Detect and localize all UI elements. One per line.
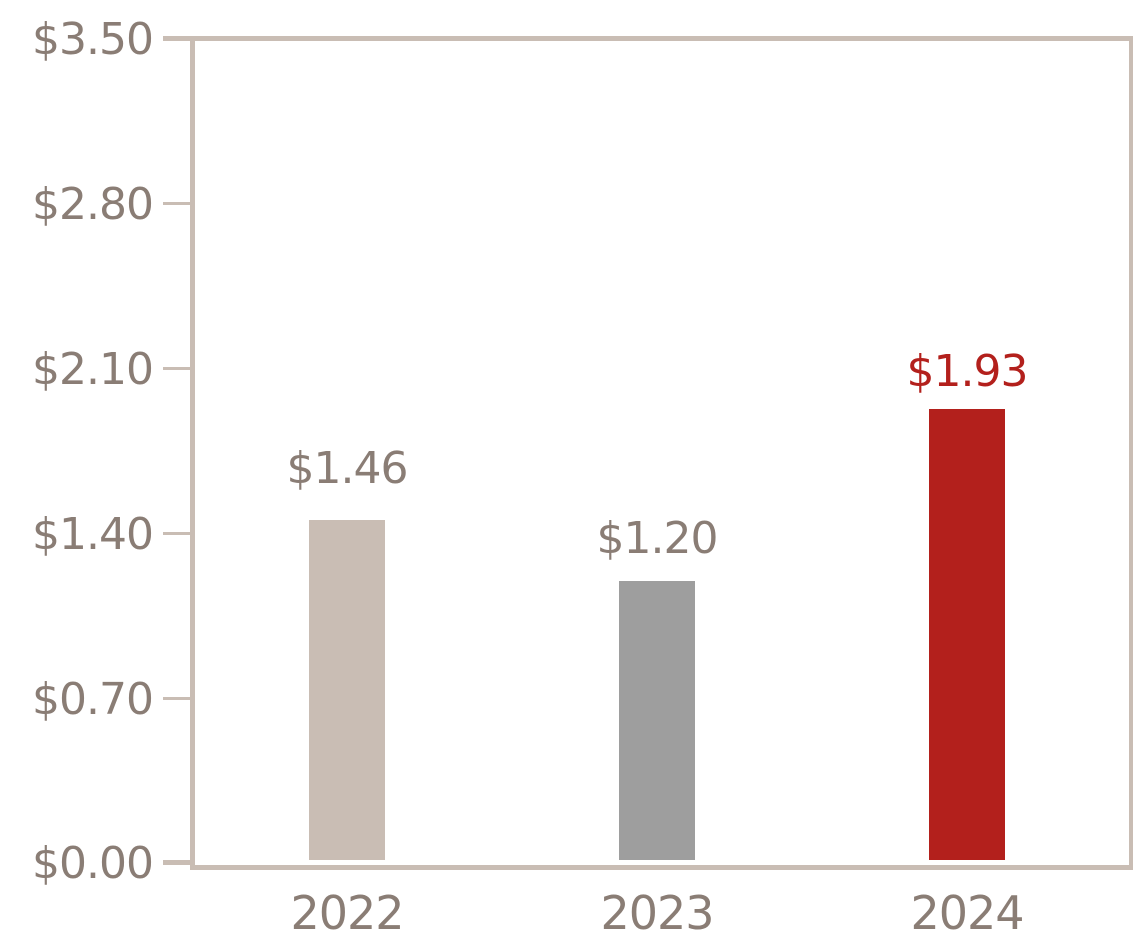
x-axis-label-2022: 2022 xyxy=(290,886,404,940)
y-axis-label: $0.00 xyxy=(32,838,154,889)
plot-frame xyxy=(190,36,1133,870)
bar-2022 xyxy=(309,520,385,860)
value-label-2024: $1.93 xyxy=(906,346,1029,397)
y-tick xyxy=(163,202,193,205)
y-axis-label: $2.80 xyxy=(32,179,154,230)
value-label-2023: $1.20 xyxy=(596,513,719,564)
y-tick xyxy=(163,697,193,700)
y-tick xyxy=(163,367,193,370)
x-axis-label-2024: 2024 xyxy=(910,886,1024,940)
y-axis-label: $1.40 xyxy=(32,509,154,560)
x-axis-label-2023: 2023 xyxy=(600,886,714,940)
y-axis-label: $2.10 xyxy=(32,344,154,395)
y-tick xyxy=(163,860,193,865)
value-label-2022: $1.46 xyxy=(286,443,409,494)
y-tick xyxy=(163,532,193,535)
bar-2023 xyxy=(619,581,695,860)
y-tick xyxy=(163,36,193,41)
y-axis-label: $0.70 xyxy=(32,674,154,725)
bar-2024 xyxy=(929,409,1005,860)
y-axis-label: $3.50 xyxy=(32,14,154,65)
